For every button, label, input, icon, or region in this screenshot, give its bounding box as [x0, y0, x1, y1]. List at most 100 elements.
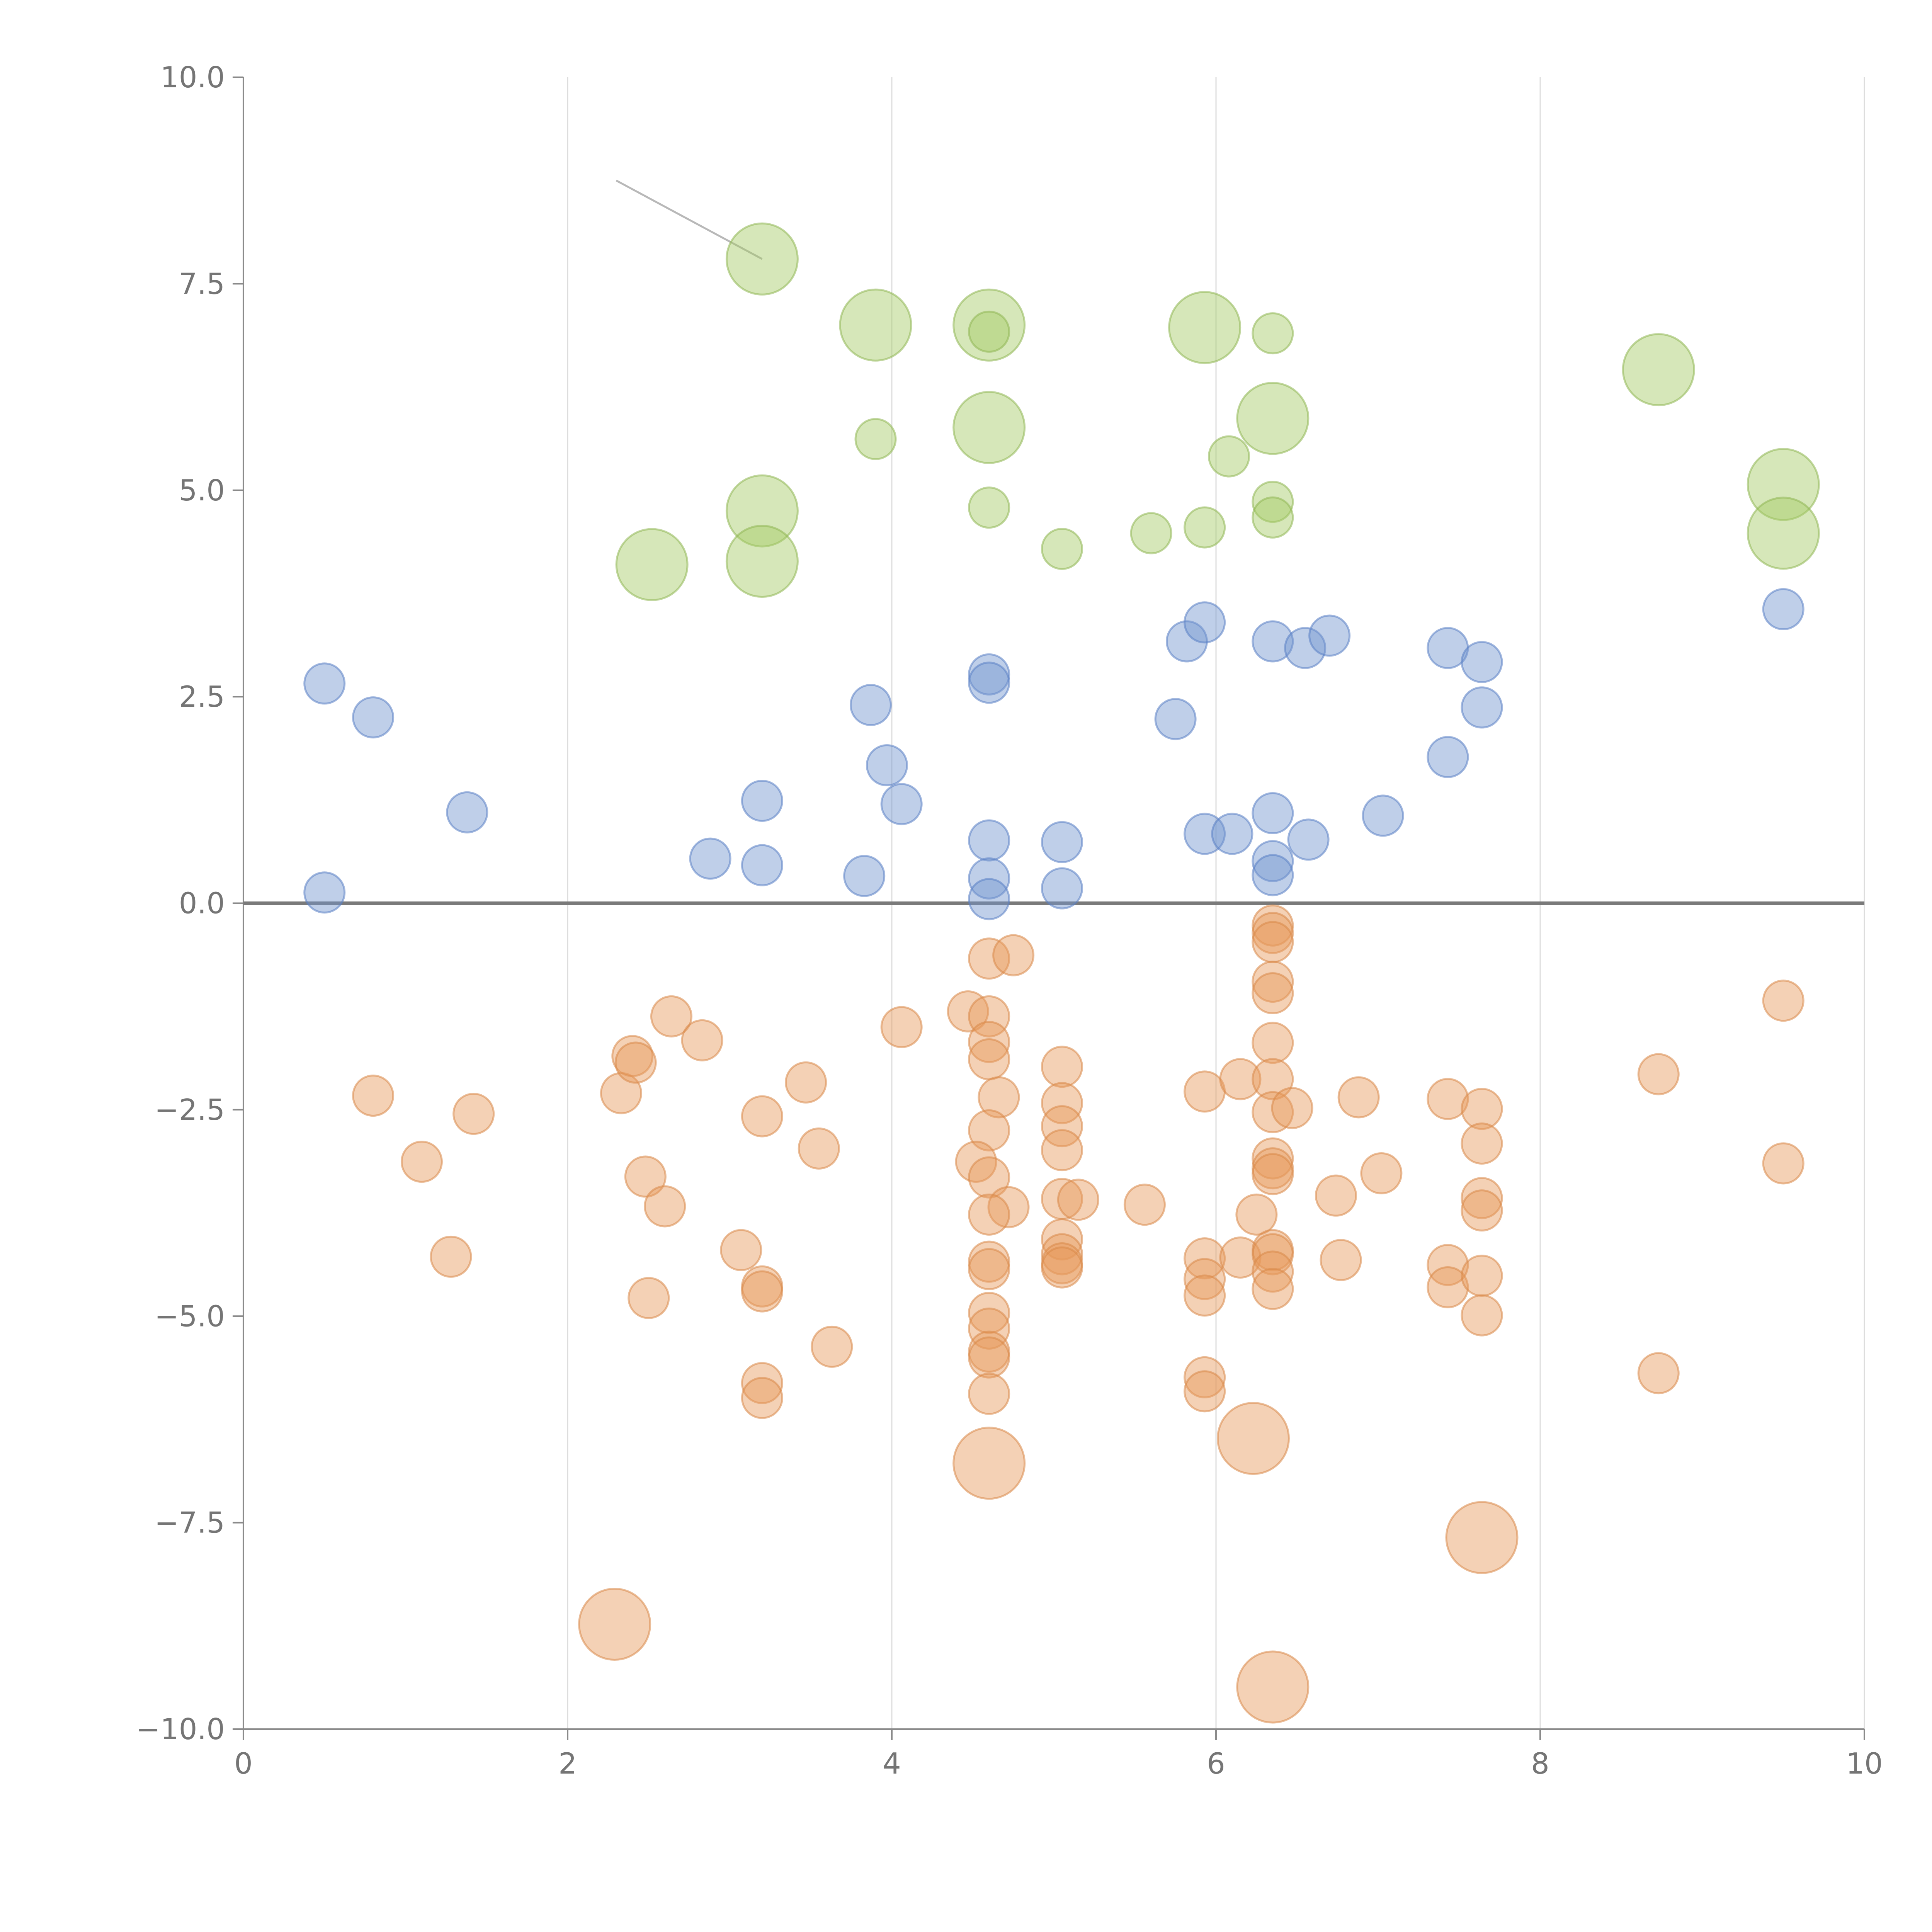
- blue-bubble-19: [1165, 620, 1208, 663]
- blue-bubble-25: [1308, 614, 1351, 657]
- orange-bubble-85: [1427, 1078, 1469, 1120]
- y-tick-label: 5.0: [179, 473, 225, 507]
- green-bubble-14: [725, 525, 799, 598]
- x-tick-label: 2: [558, 1747, 577, 1781]
- orange-bubble-3: [430, 1235, 472, 1278]
- orange-bubble-77: [1252, 1233, 1294, 1276]
- blue-bubble-33: [1461, 686, 1503, 729]
- orange-bubble-0: [352, 1075, 395, 1117]
- orange-bubble-12: [720, 1229, 762, 1271]
- y-tick-label: −7.5: [155, 1506, 225, 1540]
- blue-bubble-28: [1252, 854, 1294, 896]
- y-tick-label: −5.0: [155, 1299, 225, 1333]
- blue-bubble-35: [1762, 588, 1804, 631]
- orange-bubble-81: [1315, 1174, 1357, 1217]
- orange-bubble-22: [880, 1006, 923, 1048]
- blue-bubble-18: [1154, 698, 1197, 740]
- orange-bubble-46: [1041, 1129, 1083, 1172]
- orange-bubble-97: [1762, 980, 1804, 1022]
- y-tick-label: 0.0: [179, 886, 225, 920]
- orange-bubble-8: [681, 1019, 723, 1061]
- orange-bubble-55: [1219, 1058, 1262, 1100]
- blue-bubble-29: [1287, 818, 1330, 861]
- blue-bubble-23: [1252, 620, 1294, 663]
- blue-bubble-10: [880, 783, 923, 825]
- orange-bubble-2: [452, 1093, 495, 1135]
- green-bubble-20: [1252, 481, 1294, 523]
- blue-bubble-32: [1461, 641, 1503, 683]
- y-tick-label: 10.0: [160, 60, 225, 94]
- orange-bubble-86: [1427, 1244, 1469, 1286]
- orange-bubble-73: [1252, 1137, 1294, 1180]
- orange-bubble-72: [1271, 1087, 1313, 1129]
- orange-bubble-15: [741, 1270, 783, 1313]
- orange-bubble-78: [1252, 1250, 1294, 1293]
- orange-bubble-34: [968, 1193, 1010, 1236]
- green-bubble-12: [1747, 497, 1820, 570]
- blue-bubble-20: [1184, 601, 1226, 644]
- orange-bubble-82: [1320, 1239, 1362, 1281]
- orange-bubble-62: [1184, 1370, 1226, 1413]
- tick-label-layer: 10.0 7.5 5.0 2.5 0.0 −2.5 −5.0 −7.5 −10.0 0 2 4 6 8 10: [136, 60, 1883, 1781]
- blue-bubble-6: [741, 844, 783, 886]
- x-tick-label: 6: [1207, 1747, 1225, 1781]
- green-bubble-5: [1252, 312, 1294, 355]
- orange-bubble-7: [650, 995, 692, 1037]
- blue-bubble-34: [1427, 736, 1469, 778]
- orange-bubble-18: [785, 1061, 827, 1104]
- orange-bubble-93: [1461, 1294, 1503, 1337]
- orange-bubble-96: [1637, 1352, 1680, 1395]
- axis-layer: [233, 77, 1865, 1740]
- blue-bubble-1: [352, 696, 395, 739]
- orange-bubble-90: [1461, 1177, 1503, 1219]
- orange-bubble-60: [1235, 1193, 1278, 1236]
- green-bubble-18: [1130, 512, 1172, 554]
- orange-bubble-88: [1461, 1088, 1503, 1130]
- orange-bubble-6: [614, 1041, 657, 1084]
- green-bubble-3: [968, 310, 1010, 353]
- orange-bubble-10: [644, 1185, 686, 1228]
- orange-bubble-66: [1252, 921, 1294, 963]
- orange-bubble-61: [1184, 1356, 1226, 1398]
- blue-bubble-13: [968, 819, 1010, 862]
- orange-bubble-30: [968, 1109, 1010, 1151]
- orange-bubble-19: [798, 1127, 840, 1170]
- blue-bubble-24: [1284, 627, 1327, 669]
- blue-bubble-26: [1252, 792, 1294, 835]
- orange-bubble-40: [968, 1336, 1010, 1379]
- green-bubble-7: [854, 418, 897, 460]
- green-bubble-15: [615, 528, 689, 601]
- orange-bubble-16: [741, 1362, 783, 1404]
- blue-bubble-2: [446, 791, 488, 833]
- orange-bubble-29: [978, 1076, 1020, 1119]
- blue-bubble-17: [1041, 867, 1083, 910]
- orange-bubble-25: [992, 934, 1035, 976]
- orange-bubble-89: [1461, 1122, 1503, 1165]
- blue-bubble-12: [968, 662, 1010, 704]
- orange-bubble-48: [1057, 1179, 1099, 1221]
- orange-bubble-21: [578, 1588, 651, 1661]
- green-bubble-6: [1622, 333, 1695, 406]
- orange-bubble-26: [968, 995, 1010, 1037]
- orange-bubble-57: [1184, 1258, 1226, 1300]
- blue-bubble-9: [866, 744, 908, 787]
- y-tick-label: −2.5: [155, 1093, 225, 1127]
- green-bubble-13: [725, 474, 799, 548]
- blue-bubble-5: [741, 779, 783, 822]
- blue-bubble-30: [1362, 794, 1404, 837]
- green-bubble-0: [725, 222, 799, 296]
- green-bubble-9: [1236, 382, 1310, 455]
- orange-bubble-68: [1252, 972, 1294, 1014]
- blue-bubble-8: [849, 684, 892, 726]
- orange-bubble-69: [1252, 1022, 1294, 1064]
- green-bubble-8: [952, 391, 1026, 464]
- orange-bubble-11: [628, 1277, 670, 1319]
- orange-bubble-44: [1041, 1082, 1083, 1124]
- orange-bubble-58: [1184, 1274, 1226, 1317]
- blue-bubble-4: [689, 837, 731, 880]
- orange-bubble-32: [968, 1156, 1010, 1199]
- blue-bubble-3: [303, 871, 346, 914]
- x-tick-label: 4: [883, 1747, 901, 1781]
- orange-bubble-5: [611, 1035, 654, 1077]
